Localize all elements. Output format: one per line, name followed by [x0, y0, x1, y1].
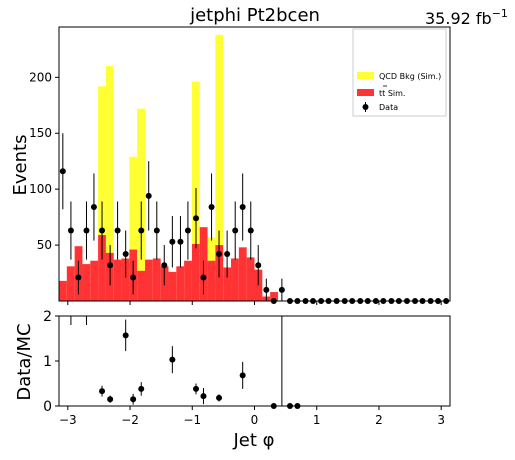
ttbar-bar [168, 271, 177, 301]
ttbar-bar [176, 266, 185, 301]
luminosity-label: 35.92 fb−1 [425, 7, 508, 28]
data-point [224, 251, 231, 258]
ratio-y-tick-label: 2 [43, 309, 52, 325]
data-point [208, 204, 215, 211]
data-point [153, 227, 160, 234]
data-point [161, 262, 168, 269]
qcd-bar [137, 108, 146, 271]
legend-qcd-label: QCD Bkg (Sim.) [379, 72, 441, 81]
ttbar-bar [66, 266, 75, 301]
data-point [239, 204, 246, 211]
ratio-point [138, 385, 145, 392]
data-point [130, 274, 137, 281]
ratio-point [216, 394, 223, 401]
data-point [122, 251, 129, 258]
ratio-plot-area [70, 316, 301, 409]
ttbar-bar [223, 267, 232, 301]
ratio-x-tick-label: 3 [437, 413, 445, 427]
data-point [138, 227, 145, 234]
ratio-axes: −3 −2 −1 0 1 2 3 0 1 2 [43, 309, 451, 427]
ttbar-bar [191, 243, 200, 301]
ratio-x-tick-label: 0 [251, 413, 259, 427]
legend-data-label: Data [379, 103, 398, 112]
ttbar-bar [231, 258, 239, 301]
data-point [67, 227, 74, 234]
data-point [99, 227, 106, 234]
data-point [169, 238, 176, 245]
data-point [232, 227, 239, 234]
ttbar-bar [137, 270, 146, 301]
ttbar-bar [113, 259, 122, 301]
data-point [184, 227, 191, 234]
ttbar-bar [152, 258, 161, 301]
data-point [200, 274, 207, 281]
main-plot-area [59, 34, 450, 304]
ratio-point [239, 372, 246, 379]
legend-ttbar-swatch [357, 89, 374, 96]
qcd-bar [207, 237, 216, 261]
data-point [59, 168, 66, 175]
ratio-point [99, 388, 106, 395]
legend-data-marker [362, 104, 369, 110]
ttbar-bar [238, 247, 247, 301]
main-y-tick-label: 150 [29, 126, 52, 140]
legend: QCD Bkg (Sim.) tt Sim. Data [352, 28, 447, 117]
data-point [216, 251, 223, 258]
legend-qcd-swatch [357, 72, 374, 79]
main-y-tick-label: 200 [29, 70, 52, 84]
qcd-bar [98, 86, 106, 236]
ratio-point [200, 393, 207, 400]
main-axes: 50 100 150 200 [29, 26, 451, 305]
ratio-frame [58, 315, 451, 407]
ttbar-bar [59, 280, 67, 301]
x-axis-label: Jet φ [232, 430, 274, 451]
data-point [193, 215, 200, 222]
ratio-y-tick-label: 0 [43, 399, 52, 415]
ratio-x-tick-label: −2 [121, 413, 139, 427]
ratio-point [122, 332, 129, 339]
ratio-x-tick-label: −3 [59, 413, 77, 427]
ttbar-bar [90, 260, 99, 301]
ratio-x-tick-label: −1 [183, 413, 201, 427]
data-point [107, 262, 114, 269]
ttbar-bar [98, 235, 106, 301]
ttbar-bar [207, 260, 216, 301]
ttbar-bar [246, 257, 255, 301]
data-point [114, 227, 121, 234]
ratio-x-tick-label: 1 [313, 413, 321, 427]
ratio-point [193, 385, 200, 392]
data-point [247, 227, 254, 234]
ttbar-bar [121, 258, 130, 301]
chart-title: jetphi Pt2bcen [189, 5, 320, 26]
ratio-y-tick-label: 1 [43, 354, 52, 370]
data-point [263, 286, 270, 293]
ttbar-bar [82, 264, 91, 301]
ttbar-bar [145, 259, 153, 301]
main-y-axis-label: Events [10, 135, 31, 196]
main-y-tick-label: 50 [37, 238, 52, 252]
ratio-point [107, 396, 114, 403]
data-point [83, 227, 90, 234]
data-point [90, 204, 97, 211]
data-point [278, 286, 285, 293]
ttbar-bar [270, 292, 278, 301]
ratio-x-tick-label: 2 [375, 413, 383, 427]
data-point [177, 238, 184, 245]
qcd-bar [105, 66, 114, 253]
ratio-y-axis-label: Data/MC [14, 323, 35, 400]
data-point [75, 274, 82, 281]
ttbar-bar [184, 260, 192, 301]
qcd-bar [191, 81, 200, 244]
ratio-point [169, 356, 176, 363]
qcd-bar [129, 156, 138, 250]
legend-ttbar-label: tt Sim. [379, 89, 405, 98]
ratio-point [130, 396, 137, 403]
qcd-bar [215, 34, 224, 246]
main-y-tick-label: 100 [29, 182, 52, 196]
data-point [255, 262, 262, 269]
data-point [145, 192, 152, 199]
